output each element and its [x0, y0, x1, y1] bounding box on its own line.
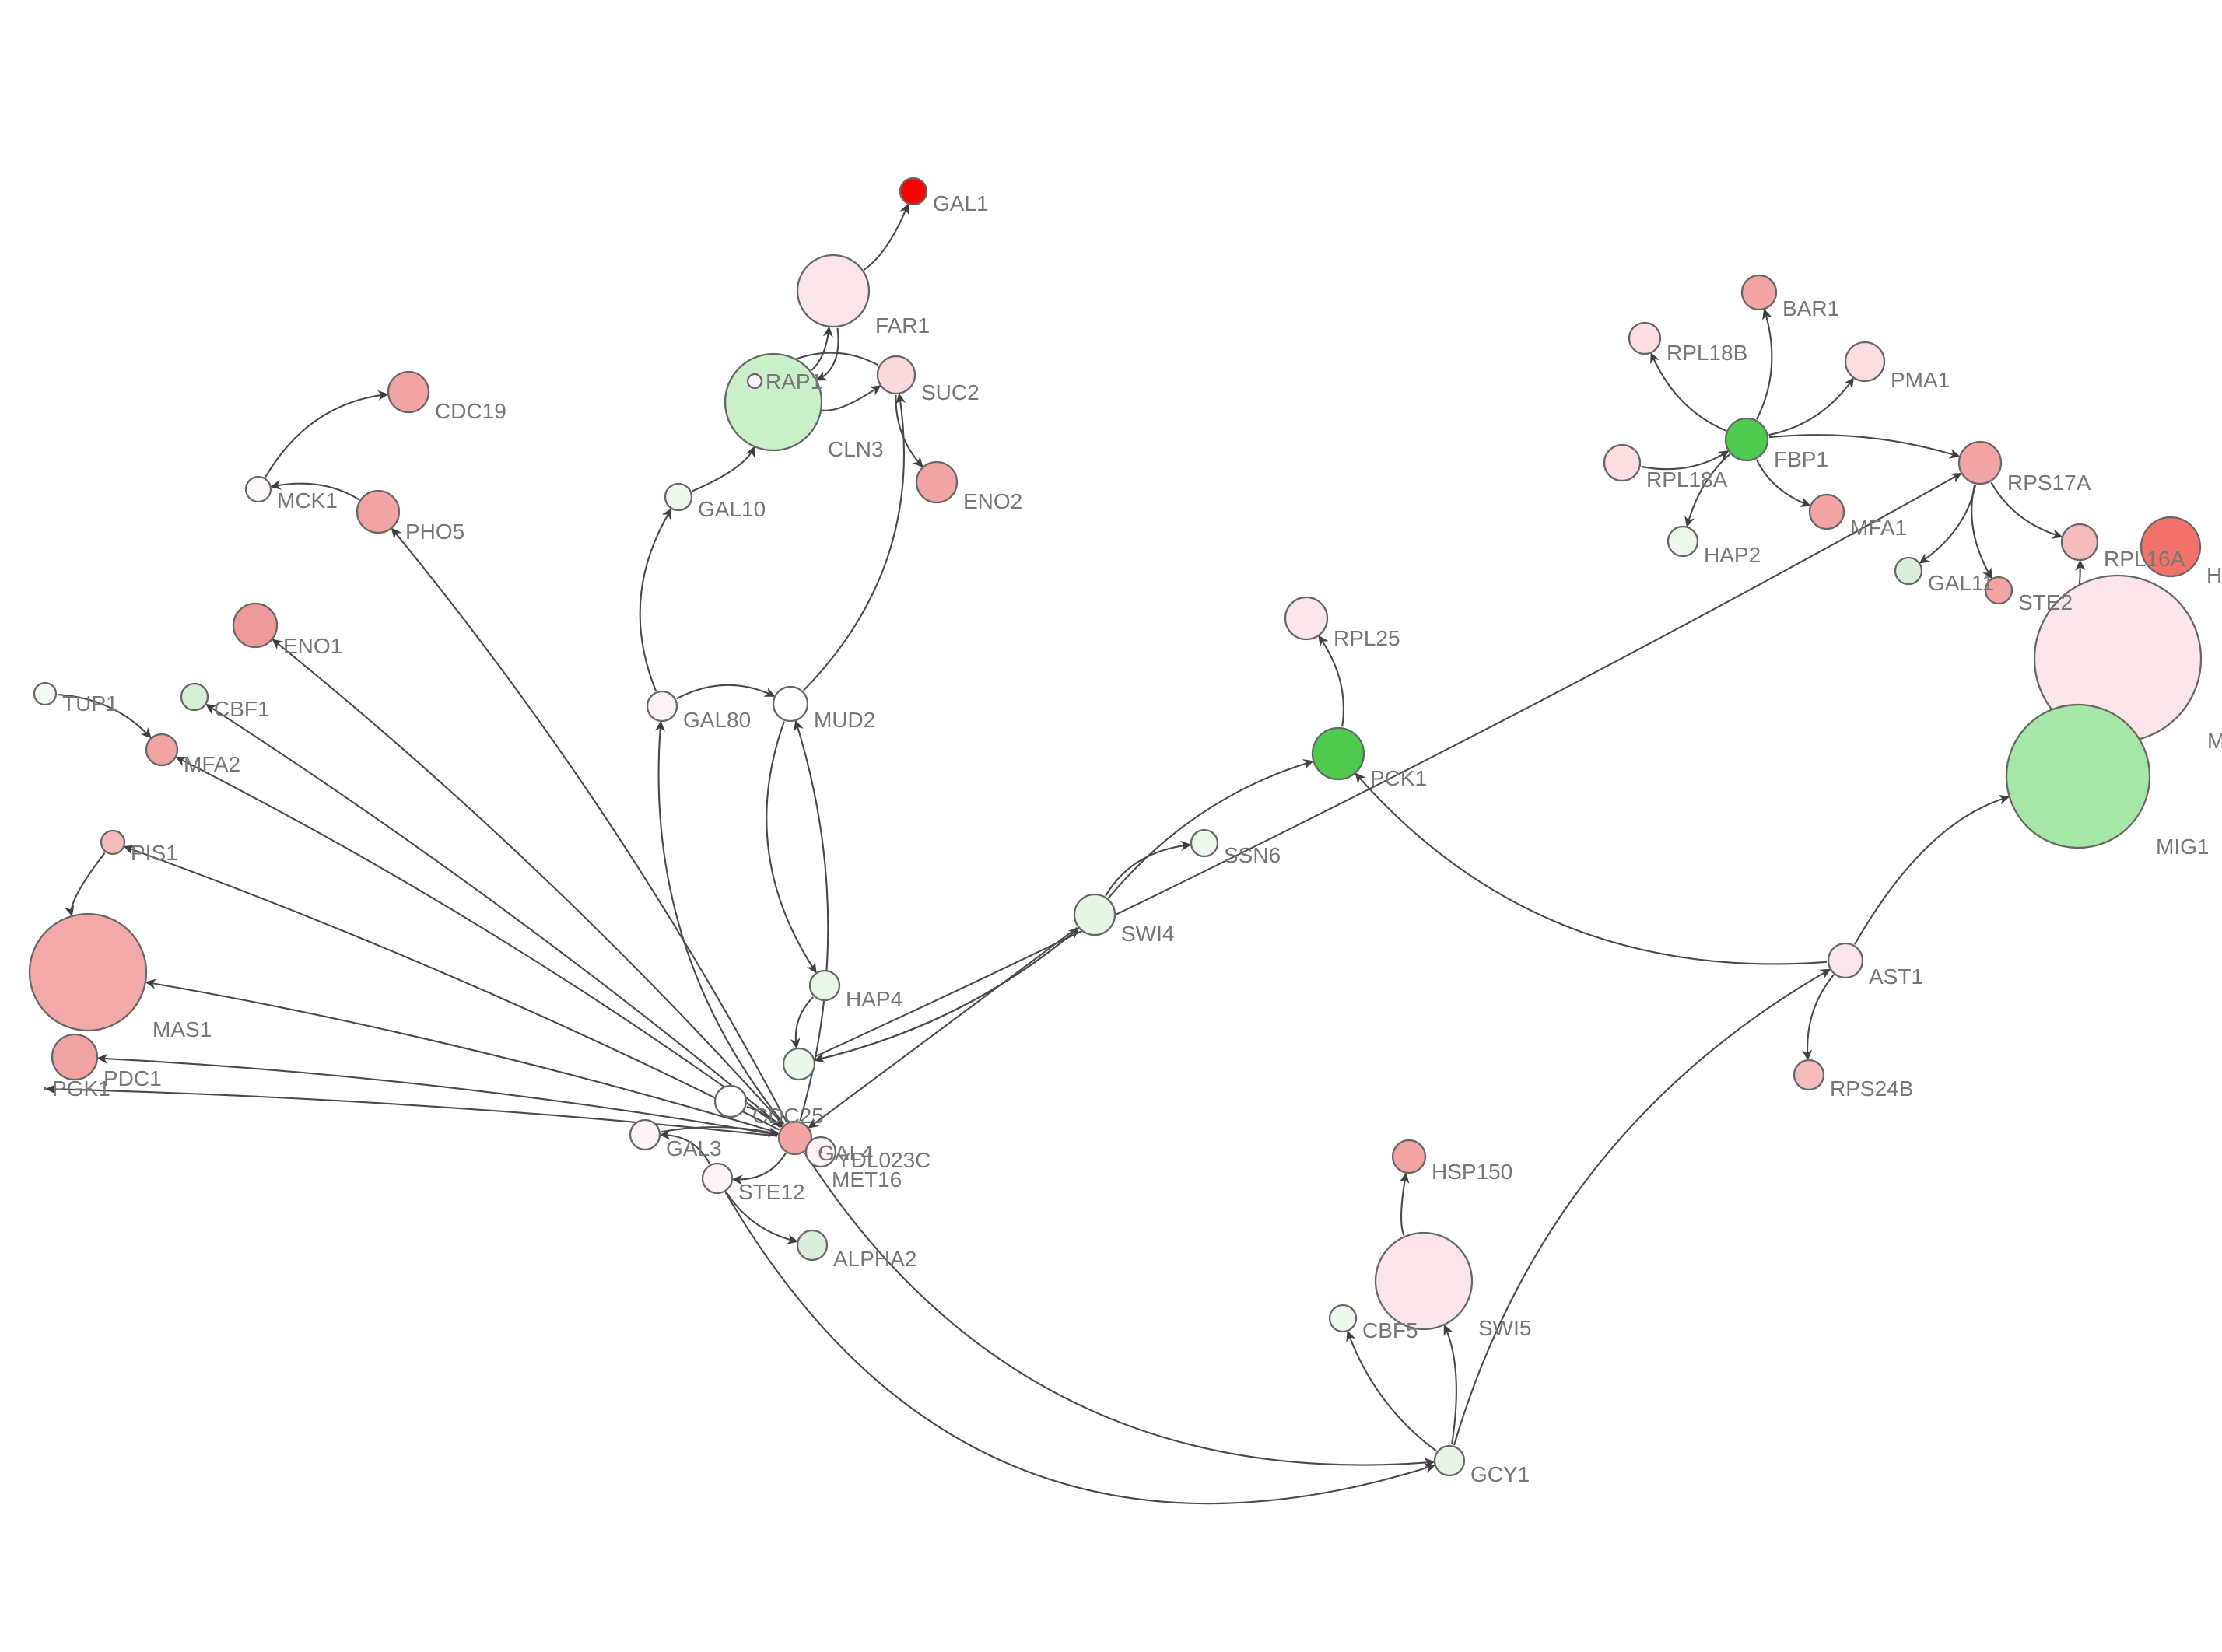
svg-text:PCK1: PCK1	[1370, 766, 1427, 790]
svg-text:ALPHA2: ALPHA2	[833, 1247, 916, 1271]
svg-text:RPL16A: RPL16A	[2104, 547, 2185, 571]
svg-text:HAP4: HAP4	[846, 987, 902, 1011]
svg-text:HAP2: HAP2	[1704, 543, 1761, 567]
svg-text:RPS24B: RPS24B	[1830, 1076, 1913, 1101]
svg-text:TUP1: TUP1	[62, 691, 118, 716]
svg-text:MAS1: MAS1	[152, 1017, 212, 1041]
svg-text:MUD2: MUD2	[814, 708, 875, 732]
svg-text:PIS1: PIS1	[131, 841, 178, 865]
svg-text:PDC1: PDC1	[103, 1066, 162, 1090]
svg-text:CBF1: CBF1	[214, 697, 270, 721]
svg-text:ENO1: ENO1	[283, 634, 342, 658]
svg-text:RPL18B: RPL18B	[1666, 341, 1747, 365]
svg-text:CBF5: CBF5	[1362, 1318, 1418, 1342]
svg-text:HSP150: HSP150	[1432, 1160, 1512, 1184]
svg-text:MFA2: MFA2	[184, 752, 240, 776]
svg-text:GAL1: GAL1	[933, 191, 989, 215]
svg-text:GCY1: GCY1	[1470, 1462, 1530, 1486]
svg-text:PHO5: PHO5	[405, 520, 464, 544]
svg-text:FAR1: FAR1	[875, 313, 930, 338]
svg-text:GAL11: GAL11	[1928, 571, 1994, 595]
svg-text:FBP1: FBP1	[1774, 447, 1828, 471]
svg-text:SWI5: SWI5	[1478, 1316, 1531, 1340]
svg-text:MCM1: MCM1	[2207, 729, 2222, 753]
svg-text:GAL80: GAL80	[683, 708, 751, 732]
svg-text:CDC19: CDC19	[435, 399, 506, 423]
svg-text:RPS17A: RPS17A	[2007, 471, 2091, 495]
svg-text:AST1: AST1	[1869, 964, 1923, 989]
svg-text:GAL10: GAL10	[698, 497, 766, 521]
svg-text:SUC2: SUC2	[921, 380, 980, 404]
svg-text:HIS4: HIS4	[2206, 563, 2222, 587]
svg-text:GAL3: GAL3	[666, 1136, 722, 1160]
svg-text:SWI4: SWI4	[1121, 922, 1174, 946]
svg-text:SSN6: SSN6	[1224, 843, 1281, 867]
svg-text:CLN3: CLN3	[828, 437, 884, 461]
svg-text:RPL25: RPL25	[1334, 626, 1400, 650]
svg-text:PMA1: PMA1	[1891, 368, 1950, 392]
svg-text:BAR1: BAR1	[1782, 296, 1839, 320]
svg-text:MIG1: MIG1	[2156, 835, 2209, 859]
svg-text:ENO2: ENO2	[963, 489, 1022, 513]
svg-text:CDC25: CDC25	[752, 1104, 824, 1128]
svg-text:STE12: STE12	[738, 1180, 805, 1204]
svg-text:MET16: MET16	[832, 1167, 902, 1192]
svg-text:MCK1: MCK1	[277, 488, 338, 513]
svg-text:MFA1: MFA1	[1850, 516, 1907, 540]
svg-text:RPL18A: RPL18A	[1646, 467, 1728, 492]
svg-text:RAP1: RAP1	[766, 369, 822, 394]
svg-text:PGK1: PGK1	[52, 1076, 110, 1101]
svg-text:STE2: STE2	[2018, 590, 2073, 614]
